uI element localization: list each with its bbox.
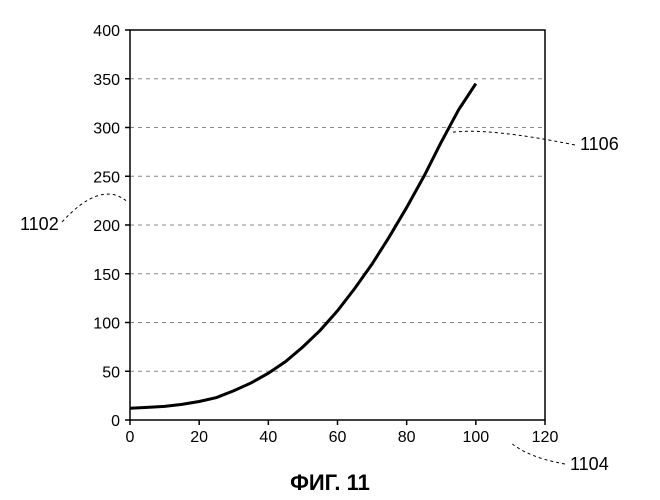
x-tick-label: 40 [259, 429, 277, 446]
y-tick-label: 400 [93, 23, 120, 40]
callout-label-1102: 1102 [20, 214, 59, 234]
y-tick-label: 150 [93, 267, 120, 284]
callout-label-1106: 1106 [580, 134, 619, 154]
callout-line-1104 [512, 444, 565, 464]
y-tick-label: 100 [93, 316, 120, 333]
y-tick-label: 50 [102, 364, 120, 381]
callout-label-1104: 1104 [570, 454, 609, 474]
y-tick-label: 250 [93, 169, 120, 186]
y-tick-label: 200 [93, 218, 120, 235]
chart: 0 50 100 150 200 250 300 350 400 0 20 40 60 80 100 120 1… [0, 0, 660, 500]
x-tick-label: 60 [329, 429, 347, 446]
x-tick-label: 100 [462, 429, 489, 446]
y-tick-label: 350 [93, 72, 120, 89]
callout-line-1106 [451, 131, 575, 145]
y-tick-label: 300 [93, 121, 120, 138]
x-tick-label: 0 [126, 429, 135, 446]
y-tick-label: 0 [111, 413, 120, 430]
figure-caption: ФИГ. 11 [290, 470, 370, 495]
x-tick-label: 80 [398, 429, 416, 446]
x-tick-label: 20 [190, 429, 208, 446]
x-tick-label: 120 [532, 429, 559, 446]
data-curve [130, 84, 476, 409]
